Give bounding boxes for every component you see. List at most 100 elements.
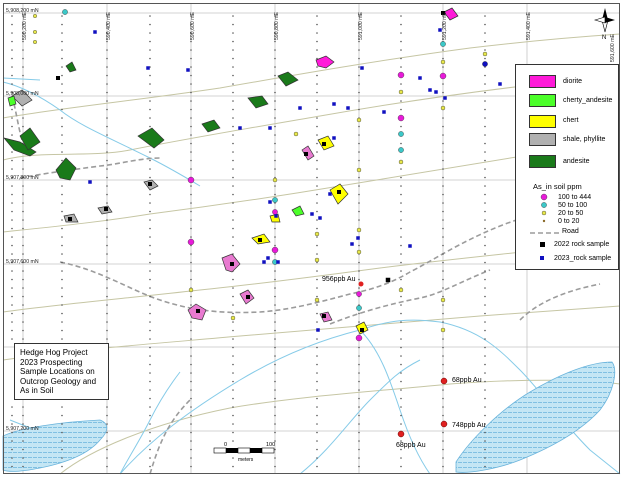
soil-sample-dot [316, 185, 318, 187]
soil-sample-dot [11, 210, 13, 213]
soil-sample-dot [106, 253, 108, 255]
soil-sample-dot [442, 321, 444, 323]
soil-sample-dot [484, 185, 486, 187]
soil-sample-point [314, 257, 320, 263]
soil-sample-dot [442, 125, 444, 128]
rock-sample-2023 [428, 88, 432, 92]
soil-sample-dot [232, 304, 234, 306]
soil-sample-point [272, 197, 278, 203]
soil-sample-dot [149, 270, 151, 272]
soil-sample-dot [274, 321, 276, 323]
wetland-west [2, 419, 108, 472]
soil-sample-dot [190, 134, 192, 136]
soil-sample-dot [106, 57, 108, 60]
soil-sample-dot [274, 372, 276, 374]
soil-sample-dot [484, 448, 486, 451]
legend-soil-title: As_in soil ppm [533, 182, 582, 191]
soil-sample-point [356, 167, 362, 173]
soil-sample-dot [274, 227, 276, 230]
soil-sample-dot [106, 244, 108, 247]
soil-sample-dot [106, 406, 108, 408]
soil-sample-dot [274, 49, 276, 51]
soil-sample-dot [232, 202, 234, 204]
map-title-box: Hedge Hog Project 2023 Prospecting Sampl… [14, 343, 109, 400]
soil-sample-dot [11, 32, 13, 34]
soil-sample-dot [358, 244, 360, 247]
soil-sample-dot [484, 457, 486, 459]
soil-sample-dot [22, 253, 24, 255]
soil-sample-dot [106, 465, 108, 468]
soil-sample-dot [61, 287, 63, 289]
andesite-outcrop [55, 157, 77, 181]
soil-sample-dot [484, 355, 486, 357]
soil-sample-dot [358, 210, 360, 213]
soil-sample-dot [190, 372, 192, 374]
soil-sample-dot [61, 15, 63, 17]
soil-sample-dot [442, 91, 444, 94]
soil-sample-dot [442, 397, 444, 400]
rock-sample-2023 [268, 200, 272, 204]
soil-sample-dot [400, 40, 402, 43]
legend-swatch-cherty-andesite [529, 94, 556, 107]
rock-sample-2023 [268, 126, 272, 130]
soil-sample-dot [61, 74, 63, 77]
soil-sample-dot [274, 193, 276, 196]
soil-sample-dot [11, 91, 13, 94]
soil-sample-dot [22, 329, 24, 332]
rock-sample-2022 [441, 11, 445, 15]
soil-sample-dot [149, 389, 151, 391]
soil-sample-dot [232, 125, 234, 128]
soil-sample-dot [484, 134, 486, 136]
soil-sample-dot [190, 91, 192, 94]
soil-sample-dot [400, 108, 402, 111]
soil-sample-dot [484, 32, 486, 34]
soil-sample-dot [484, 168, 486, 170]
soil-sample-dot [149, 244, 151, 247]
soil-sample-dot [190, 100, 192, 102]
soil-sample-dot [484, 202, 486, 204]
soil-sample-dot [274, 168, 276, 170]
soil-sample-point [440, 41, 446, 47]
soil-sample-dot [484, 440, 486, 442]
soil-sample-dot [442, 278, 444, 281]
soil-sample-dot [232, 159, 234, 162]
soil-sample-dot [316, 32, 318, 34]
soil-sample-dot [400, 457, 402, 459]
soil-sample-dot [442, 261, 444, 264]
northing-label: 5,908,000 mN [6, 91, 39, 97]
soil-sample-dot [316, 108, 318, 111]
soil-sample-dot [106, 270, 108, 272]
soil-sample-dot [232, 295, 234, 298]
soil-sample-dot [358, 32, 360, 34]
soil-sample-dot [149, 440, 151, 442]
soil-sample-dot [106, 423, 108, 425]
soil-sample-dot [11, 312, 13, 315]
soil-sample-dot [232, 176, 234, 179]
soil-sample-dot [400, 168, 402, 170]
soil-sample-dot [232, 380, 234, 383]
soil-sample-dot [149, 304, 151, 306]
soil-sample-dot [400, 448, 402, 451]
soil-sample-dot [400, 329, 402, 332]
map-title-line: Sample Locations on [20, 367, 95, 376]
soil-sample-point [314, 231, 320, 237]
soil-sample-dot [11, 465, 13, 468]
soil-sample-dot [149, 125, 151, 128]
soil-sample-dot [316, 244, 318, 247]
soil-sample-dot [11, 83, 13, 85]
soil-sample-dot [149, 100, 151, 102]
roads [11, 95, 621, 475]
soil-sample-dot [190, 185, 192, 187]
soil-sample-dot [400, 185, 402, 187]
soil-sample-dot [232, 278, 234, 281]
soil-sample-dot [11, 329, 13, 332]
rock-sample-2023 [443, 96, 447, 100]
soil-sample-dot [232, 134, 234, 136]
soil-sample-point [356, 305, 362, 311]
soil-sample-dot [232, 91, 234, 94]
soil-sample-point [439, 72, 447, 80]
soil-sample-dot [274, 287, 276, 289]
soil-sample-dot [274, 125, 276, 128]
soil-sample-dot [11, 236, 13, 238]
soil-sample-dot [442, 32, 444, 34]
